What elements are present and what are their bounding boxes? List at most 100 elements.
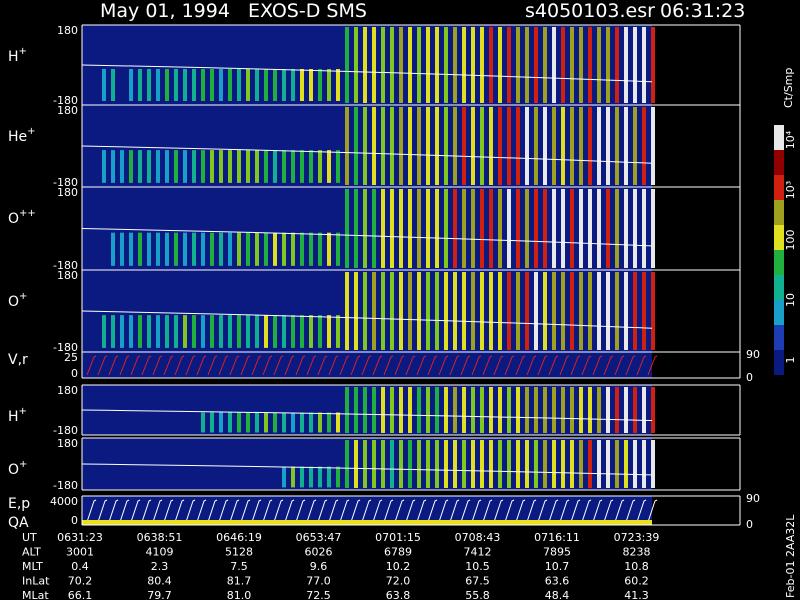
axis-bottom: -180 — [53, 176, 78, 189]
table-value: 0708:43 — [455, 531, 501, 544]
spectrum-stripe — [606, 387, 610, 433]
table-value: 3001 — [66, 546, 94, 559]
spectrum-stripe — [633, 27, 637, 103]
spectrum-stripe — [210, 150, 214, 183]
sweep — [295, 499, 306, 523]
spectrum-stripe — [489, 189, 493, 268]
axis-right-bottom: 0 — [746, 518, 753, 531]
spectrum-stripe — [570, 27, 574, 103]
table-value: 2.3 — [151, 560, 169, 573]
sweep — [482, 499, 493, 523]
axis-top: 180 — [57, 104, 78, 117]
spectrum-stripe — [417, 189, 421, 268]
sweep — [449, 355, 460, 376]
spectrum-stripe — [471, 440, 475, 488]
spectrum-stripe — [543, 107, 547, 185]
spectrum-stripe — [570, 272, 574, 350]
sweep — [570, 499, 581, 523]
axis-top: 180 — [57, 186, 78, 199]
table-value: 10.2 — [386, 560, 411, 573]
sweep — [317, 499, 328, 523]
spectrum-stripe — [228, 315, 232, 348]
spectrum-stripe — [264, 150, 268, 183]
spectrum-stripe — [390, 107, 394, 185]
spectrum-stripe — [408, 387, 412, 433]
spectrum-stripe — [615, 272, 619, 350]
spectrum-stripe — [561, 272, 565, 350]
spectrum-stripe — [183, 150, 187, 183]
table-value: 77.0 — [306, 575, 331, 588]
table-value: 0701:15 — [375, 531, 421, 544]
axis-top: 180 — [57, 269, 78, 282]
sweep — [603, 499, 614, 523]
sweep — [383, 499, 394, 523]
spectrum-stripe — [183, 232, 187, 266]
sweep — [449, 499, 460, 523]
spectrum-stripe — [651, 107, 655, 185]
spectrum-stripe — [237, 69, 241, 101]
spectrum-stripe — [336, 315, 340, 348]
sweep — [559, 355, 570, 376]
spectrum-stripe — [426, 440, 430, 488]
spectrum-stripe — [138, 69, 142, 101]
panel-label: O+ — [8, 459, 27, 478]
spectrum-stripe — [120, 150, 124, 183]
sweep — [570, 355, 581, 376]
spectrum-stripe — [471, 107, 475, 185]
spectrum-stripe — [165, 150, 169, 183]
sweep — [493, 355, 504, 376]
spectrum-stripe — [345, 440, 349, 488]
spectrum-stripe — [642, 387, 646, 433]
sweep — [636, 499, 647, 523]
spectrum-stripe — [480, 27, 484, 103]
pitch-angle-curve — [81, 64, 653, 83]
sweep — [493, 499, 504, 523]
sweep — [394, 355, 405, 376]
sweep — [438, 355, 449, 376]
spectrum-stripe — [390, 272, 394, 350]
table-value: 0631:23 — [57, 531, 103, 544]
sweep — [240, 499, 251, 523]
spectrum-stripe — [327, 69, 331, 101]
spectrum-stripe — [237, 232, 241, 266]
spectrum-stripe — [453, 272, 457, 350]
sweep — [218, 499, 229, 523]
spectrum-stripe — [543, 272, 547, 350]
spectrum-stripe — [615, 387, 619, 433]
spectrum-stripe — [552, 387, 556, 433]
colorbar-cell — [774, 350, 784, 375]
spectrum-stripe — [615, 27, 619, 103]
label-text: O — [8, 211, 19, 227]
spectrum-stripe — [651, 272, 655, 350]
spectrum-stripe — [372, 272, 376, 350]
spectrum-stripe — [516, 272, 520, 350]
table-value: 67.5 — [465, 575, 490, 588]
spectrum-stripe — [642, 107, 646, 185]
sweep — [603, 355, 614, 376]
spectrum-stripe — [291, 69, 295, 101]
spectrum-stripe — [255, 150, 259, 183]
sweep — [581, 355, 592, 376]
spectrum-stripe — [534, 387, 538, 433]
label-text: O — [8, 462, 19, 478]
label-charge: + — [19, 291, 27, 302]
spectrum-stripe — [228, 150, 232, 183]
spectrum-stripe — [327, 466, 331, 488]
spectrum-stripe — [282, 466, 286, 488]
spectrum-stripe — [435, 27, 439, 103]
spectrum-stripe — [579, 272, 583, 350]
spectrum-stripe — [462, 189, 466, 268]
table-row-label: UT — [22, 531, 37, 544]
spectrum-stripe — [318, 466, 322, 488]
spectrum-stripe — [489, 107, 493, 185]
sweep — [383, 355, 394, 376]
spectrum-stripe — [579, 189, 583, 268]
sweep — [504, 499, 515, 523]
axis-top: 25 — [64, 351, 78, 364]
spectrum-stripe — [246, 150, 250, 183]
spectrum-stripe — [237, 412, 241, 433]
sweep — [559, 499, 570, 523]
sweep — [548, 355, 559, 376]
spectrum-stripe — [480, 387, 484, 433]
